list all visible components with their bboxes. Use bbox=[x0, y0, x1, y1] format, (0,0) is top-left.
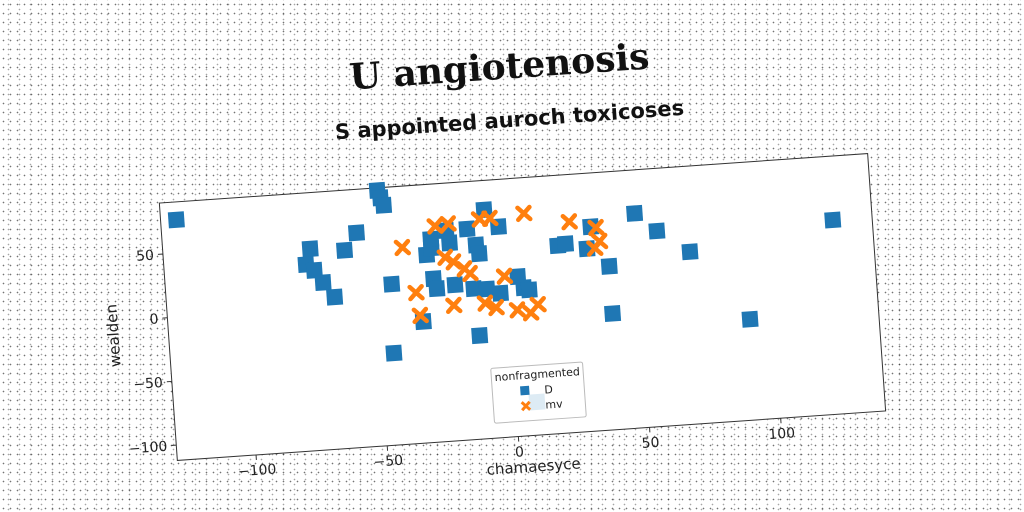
x-axis-label: chamaesyce bbox=[486, 454, 581, 479]
legend: nonfragmented D mv bbox=[491, 362, 587, 423]
y-axis-label: wealden bbox=[102, 303, 124, 367]
point-d-45 bbox=[824, 211, 841, 228]
point-d-39 bbox=[601, 258, 618, 275]
point-d-25 bbox=[428, 280, 445, 297]
point-d-18 bbox=[441, 234, 458, 251]
point-d-6 bbox=[302, 240, 319, 257]
point-d-44 bbox=[742, 311, 759, 328]
point-d-22 bbox=[471, 245, 488, 262]
x-tick-label--100: −100 bbox=[237, 462, 276, 481]
point-d-26 bbox=[446, 276, 463, 293]
point-d-42 bbox=[648, 222, 665, 239]
x-tick-label--50: −50 bbox=[373, 453, 404, 471]
point-d-33 bbox=[471, 327, 488, 344]
x-tick-label-50: 50 bbox=[641, 435, 660, 452]
legend-label-d: D bbox=[544, 383, 553, 397]
point-d-29 bbox=[492, 285, 509, 302]
point-d-12 bbox=[385, 345, 402, 362]
point-d-41 bbox=[626, 205, 643, 222]
point-d-43 bbox=[681, 243, 698, 260]
point-d-40 bbox=[604, 305, 621, 322]
y-tick-label--100: −100 bbox=[128, 439, 167, 458]
point-d-10 bbox=[326, 289, 343, 306]
point-d-11 bbox=[383, 276, 400, 293]
point-d-0 bbox=[168, 211, 185, 228]
point-d-19 bbox=[458, 220, 475, 237]
point-d-36 bbox=[557, 235, 574, 252]
point-d-5 bbox=[336, 242, 353, 259]
point-d-4 bbox=[348, 224, 365, 241]
point-d-32 bbox=[521, 281, 538, 298]
legend-label-mv: mv bbox=[545, 397, 564, 411]
point-d-9 bbox=[315, 274, 332, 291]
y-tick-label-0: 0 bbox=[149, 311, 159, 328]
y-tick-label-50: 50 bbox=[136, 248, 155, 265]
legend-marker-d bbox=[520, 386, 530, 396]
point-d-3 bbox=[375, 197, 392, 214]
y-tick-label--50: −50 bbox=[133, 375, 164, 393]
x-tick-label-100: 100 bbox=[768, 425, 796, 443]
